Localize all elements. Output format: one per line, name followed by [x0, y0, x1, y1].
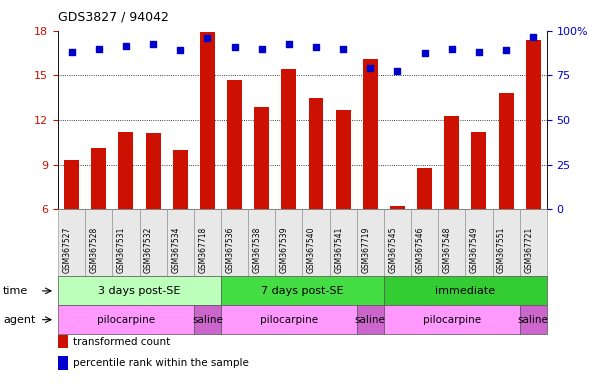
Text: time: time	[3, 286, 28, 296]
Point	[121, 43, 131, 49]
Text: GSM367548: GSM367548	[443, 227, 452, 273]
Bar	[254, 107, 269, 209]
Bar	[444, 116, 459, 209]
Bar	[200, 32, 215, 209]
Text: percentile rank within the sample: percentile rank within the sample	[73, 358, 249, 368]
Point	[311, 44, 321, 50]
Bar	[335, 109, 351, 209]
Text: GSM367534: GSM367534	[171, 227, 180, 273]
Bar	[282, 70, 296, 209]
Text: GSM367546: GSM367546	[415, 227, 425, 273]
Text: GSM367536: GSM367536	[225, 227, 235, 273]
Text: GSM367549: GSM367549	[470, 227, 479, 273]
Text: GDS3827 / 94042: GDS3827 / 94042	[58, 10, 169, 23]
Text: 7 days post-SE: 7 days post-SE	[261, 286, 344, 296]
Bar	[91, 148, 106, 209]
Text: GSM367551: GSM367551	[497, 227, 506, 273]
Bar	[499, 93, 514, 209]
Point	[175, 47, 185, 53]
Point	[501, 47, 511, 53]
Bar	[472, 132, 486, 209]
Point	[474, 48, 484, 55]
Bar	[64, 160, 79, 209]
Point	[67, 48, 76, 55]
Text: pilocarpine: pilocarpine	[97, 314, 155, 325]
Point	[202, 35, 212, 41]
Bar	[363, 59, 378, 209]
Bar	[309, 98, 323, 209]
Text: agent: agent	[3, 314, 35, 325]
Point	[230, 44, 240, 50]
Point	[284, 41, 294, 47]
Text: 3 days post-SE: 3 days post-SE	[98, 286, 181, 296]
Text: GSM367721: GSM367721	[524, 227, 533, 273]
Point	[420, 50, 430, 56]
Text: GSM367528: GSM367528	[90, 227, 99, 273]
Text: GSM367718: GSM367718	[199, 227, 207, 273]
Bar	[390, 206, 405, 209]
Bar	[145, 133, 161, 209]
Text: GSM367539: GSM367539	[280, 227, 289, 273]
Point	[447, 46, 456, 52]
Point	[393, 68, 403, 74]
Point	[257, 46, 266, 52]
Text: pilocarpine: pilocarpine	[260, 314, 318, 325]
Point	[148, 41, 158, 47]
Text: transformed count: transformed count	[73, 337, 170, 347]
Text: GSM367540: GSM367540	[307, 227, 316, 273]
Bar	[526, 40, 541, 209]
Text: immediate: immediate	[435, 286, 496, 296]
Bar	[119, 132, 133, 209]
Text: GSM367719: GSM367719	[361, 227, 370, 273]
Text: GSM367531: GSM367531	[117, 227, 126, 273]
Text: saline: saline	[192, 314, 223, 325]
Bar	[173, 150, 188, 209]
Text: GSM367532: GSM367532	[144, 227, 153, 273]
Point	[338, 46, 348, 52]
Text: GSM367545: GSM367545	[389, 227, 398, 273]
Text: GSM367541: GSM367541	[334, 227, 343, 273]
Text: GSM367538: GSM367538	[253, 227, 262, 273]
Text: pilocarpine: pilocarpine	[423, 314, 481, 325]
Point	[94, 46, 104, 52]
Point	[365, 65, 375, 71]
Bar	[417, 168, 432, 209]
Text: saline: saline	[518, 314, 549, 325]
Text: GSM367527: GSM367527	[62, 227, 71, 273]
Text: saline: saline	[355, 314, 386, 325]
Point	[529, 33, 538, 40]
Bar	[227, 80, 242, 209]
